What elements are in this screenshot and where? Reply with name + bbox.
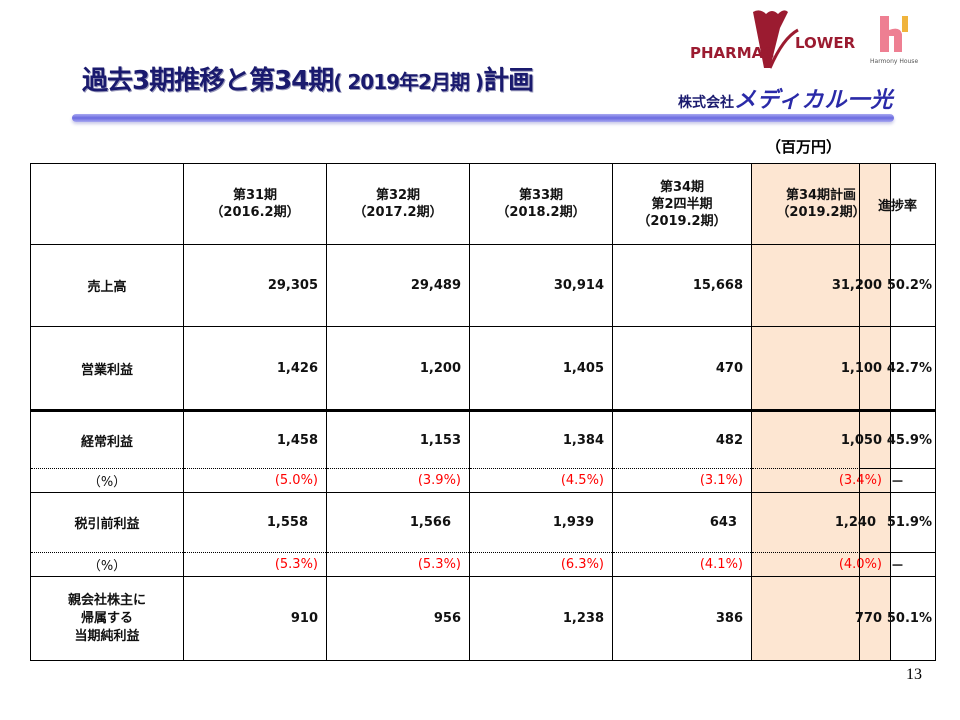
table-row: 親会社株主に 帰属する 当期純利益 910 956 1,238 386 770	[30, 576, 891, 661]
financial-table: 第31期 （2016.2期） 第32期 （2017.2期） 第33期 （2018.2期…	[30, 163, 891, 661]
ratio-value: 50.2%	[859, 244, 936, 327]
table-row: 経常利益 1,458 1,153 1,384 482 1,050	[30, 410, 891, 469]
row-label: 当期純利益	[74, 628, 140, 644]
cell-value: 386	[612, 576, 752, 661]
ratio-dash: －	[859, 552, 936, 577]
cell-percent: (3.9%)	[326, 468, 470, 493]
header-line: 第34期計画	[785, 188, 857, 203]
cell-value: 1,458	[183, 410, 327, 469]
cell-percent: (3.1%)	[612, 468, 752, 493]
title-period: ( 2019年2月期 )	[333, 70, 484, 94]
cell-value: 29,305	[183, 244, 327, 327]
corner-cell	[30, 163, 184, 245]
cell-value: 1,939	[469, 492, 613, 553]
cell-value: 470	[612, 326, 752, 412]
row-label-multiline: 親会社株主に 帰属する当期純利益	[30, 576, 184, 661]
header-fy34-q2: 第34期 第2四半期 （2019.2期）	[612, 163, 752, 245]
flower-text: LOWER	[795, 34, 856, 52]
cell-value: 1,566	[326, 492, 470, 553]
header-fy31: 第31期 （2016.2期）	[183, 163, 327, 245]
ratio-header: 進捗率	[859, 163, 936, 245]
company-name: メディカル一光	[734, 88, 894, 113]
company-prefix: 株式会社	[678, 95, 734, 111]
title-main: 過去3期推移と第34期	[82, 66, 334, 96]
row-label: 売上高	[30, 244, 184, 327]
page-title: 過去3期推移と第34期( 2019年2月期 )計画	[82, 60, 534, 97]
cell-value: 1,426	[183, 326, 327, 412]
row-label: （%）	[30, 468, 184, 493]
title-end: 計画	[483, 66, 534, 96]
cell-value: 1,558	[183, 492, 327, 553]
cell-value: 1,200	[326, 326, 470, 412]
header-line: （2016.2期）	[210, 205, 300, 220]
header-line: 第2四半期	[651, 196, 713, 212]
header-line: （2019.2期）	[637, 213, 727, 229]
cell-percent: (4.5%)	[469, 468, 613, 493]
cell-value: 643	[612, 492, 752, 553]
cell-value: 956	[326, 576, 470, 661]
table-row: 売上高 29,305 29,489 30,914 15,668 31,200	[30, 244, 891, 327]
progress-rate-table: 進捗率 50.2% 42.7% 45.9% － 51.9% － 50.1%	[859, 163, 936, 661]
cell-percent: (5.3%)	[326, 552, 470, 577]
cell-percent: (6.3%)	[469, 552, 613, 577]
harmony-house-text: Harmony House	[870, 58, 919, 65]
title-underline	[72, 114, 894, 122]
page-number: 13	[906, 666, 922, 683]
cell-percent: (5.3%)	[183, 552, 327, 577]
ratio-value: 51.9%	[859, 492, 936, 553]
row-label: （%）	[30, 552, 184, 577]
cell-percent: (4.1%)	[612, 552, 752, 577]
pharmac-text: PHARMAC	[690, 44, 775, 62]
table-row-percent: （%） (5.0%) (3.9%) (4.5%) (3.1%) (3.4%)	[30, 468, 891, 493]
header-line: （2018.2期）	[496, 205, 586, 220]
table-row: 税引前利益 1,558 1,566 1,939 643 1,240	[30, 492, 891, 553]
row-label: 帰属する	[80, 610, 133, 626]
cell-value: 29,489	[326, 244, 470, 327]
cell-value: 1,238	[469, 576, 613, 661]
ratio-value: 42.7%	[859, 326, 936, 412]
cell-value: 1,405	[469, 326, 613, 412]
header-line: 第31期	[232, 188, 278, 203]
table-row: 営業利益 1,426 1,200 1,405 470 1,100	[30, 326, 891, 412]
ratio-value: 45.9%	[859, 410, 936, 469]
cell-value: 30,914	[469, 244, 613, 327]
row-label: 親会社株主に	[67, 592, 146, 608]
header-line: 第32期	[375, 188, 421, 203]
company-logo: 株式会社メディカル一光	[678, 82, 893, 114]
header-line: （2017.2期）	[353, 205, 443, 220]
cell-value: 910	[183, 576, 327, 661]
header-line: （2019.2期）	[776, 205, 866, 220]
header-fy33: 第33期 （2018.2期）	[469, 163, 613, 245]
cell-value: 1,384	[469, 410, 613, 469]
header-row: 第31期 （2016.2期） 第32期 （2017.2期） 第33期 （2018.2期…	[30, 163, 891, 245]
harmony-house-logo-icon	[880, 16, 908, 52]
cell-value: 482	[612, 410, 752, 469]
cell-value: 15,668	[612, 244, 752, 327]
header-fy32: 第32期 （2017.2期）	[326, 163, 470, 245]
unit-label: （百万円）	[766, 138, 842, 156]
ratio-dash: －	[859, 468, 936, 493]
row-label: 経常利益	[30, 410, 184, 469]
pharmacy-flower-logo-icon	[753, 10, 799, 69]
row-label: 税引前利益	[30, 492, 184, 553]
header-line: 第33期	[518, 188, 564, 203]
table-row-percent: （%） (5.3%) (5.3%) (6.3%) (4.1%) (4.0%)	[30, 552, 891, 577]
header-line: 第34期	[659, 179, 705, 195]
cell-percent: (5.0%)	[183, 468, 327, 493]
cell-value: 1,153	[326, 410, 470, 469]
row-label: 営業利益	[30, 326, 184, 412]
ratio-value: 50.1%	[859, 576, 936, 661]
